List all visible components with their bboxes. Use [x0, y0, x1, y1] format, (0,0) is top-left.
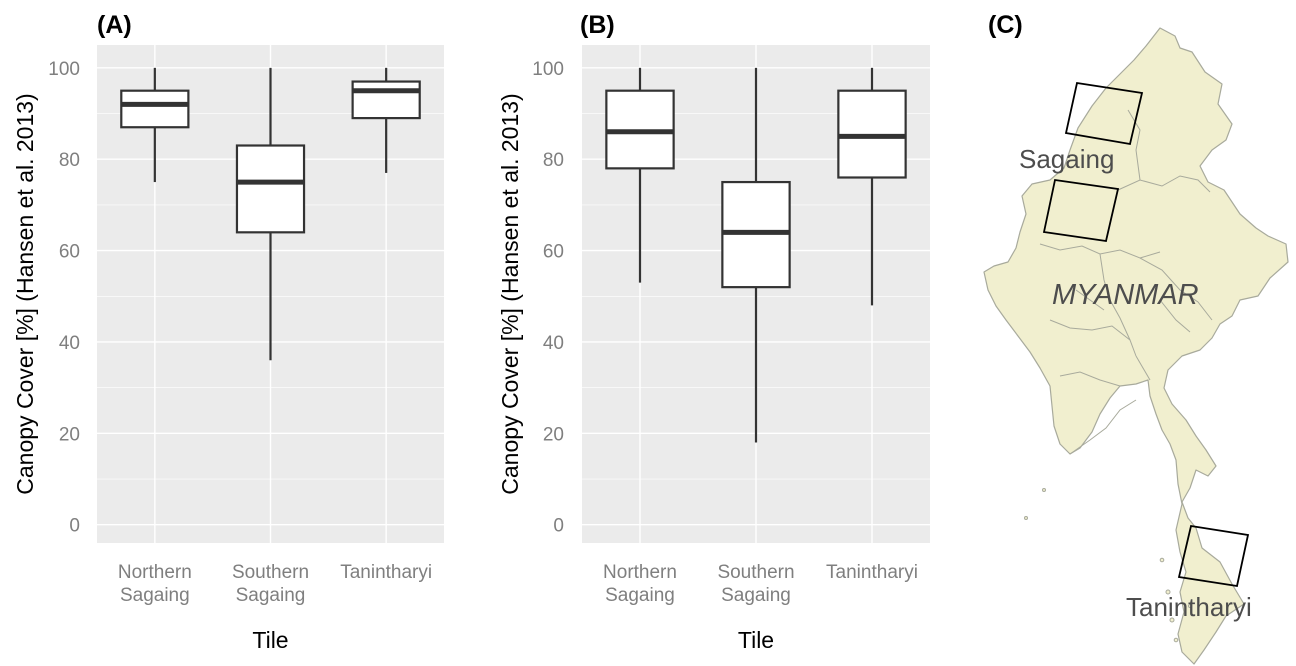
- x-tick-label: Tanintharyi: [826, 562, 918, 583]
- tile-boxes: [1042, 81, 1250, 588]
- tile-tanintharyi: [1177, 524, 1250, 588]
- y-tick-label: 40: [59, 333, 80, 354]
- box: [120, 89, 190, 129]
- chart-a: 0 20 40 60 80 100 Northern Sagaing Southern Sagai…: [12, 45, 444, 653]
- y-tick-label: 0: [553, 516, 564, 537]
- y-tick-label: 20: [59, 424, 80, 445]
- y-axis-title: Canopy Cover [%] (Hansen et al. 2013): [497, 93, 523, 494]
- x-tick-label: Northern Sagaing: [603, 562, 677, 606]
- y-tick-label: 40: [543, 333, 564, 354]
- map-label-myanmar: MYANMAR: [1052, 279, 1199, 311]
- x-tick-label: Tanintharyi: [340, 562, 432, 583]
- islands: [1024, 488, 1192, 643]
- y-tick-label: 100: [532, 59, 564, 80]
- x-axis-title: Tile: [252, 627, 288, 653]
- y-tick-label: 80: [543, 150, 564, 171]
- y-axis-title: Canopy Cover [%] (Hansen et al. 2013): [12, 93, 38, 494]
- x-tick-label: Northern Sagaing: [118, 562, 192, 606]
- x-axis-title: Tile: [738, 627, 774, 653]
- y-tick-label: 100: [48, 59, 80, 80]
- panel-b-label: (B): [580, 11, 615, 39]
- box: [235, 144, 306, 234]
- y-tick-label: 60: [543, 242, 564, 263]
- tile-northern-sagaing: [1064, 81, 1144, 146]
- map-label-sagaing: Sagaing: [1019, 144, 1114, 174]
- y-tick-label: 20: [543, 424, 564, 445]
- y-tick-label: 0: [69, 516, 80, 537]
- myanmar-land: [983, 27, 1289, 665]
- map-label-tanintharyi: Tanintharyi: [1126, 592, 1252, 622]
- chart-b: 0 20 40 60 80 100 Northern Sagaing Southern Sagai…: [497, 45, 930, 653]
- box: [351, 80, 421, 120]
- myanmar-map: Sagaing MYANMAR Tanintharyi: [983, 27, 1289, 665]
- y-tick-label: 80: [59, 150, 80, 171]
- tile-southern-sagaing: [1042, 178, 1120, 243]
- x-tick-label: Southern Sagaing: [232, 562, 309, 606]
- y-tick-label: 60: [59, 242, 80, 263]
- region-borders: [1039, 109, 1213, 455]
- panel-c-label: (C): [988, 11, 1023, 39]
- x-tick-label: Southern Sagaing: [717, 562, 794, 606]
- panel-a-label: (A): [97, 11, 132, 39]
